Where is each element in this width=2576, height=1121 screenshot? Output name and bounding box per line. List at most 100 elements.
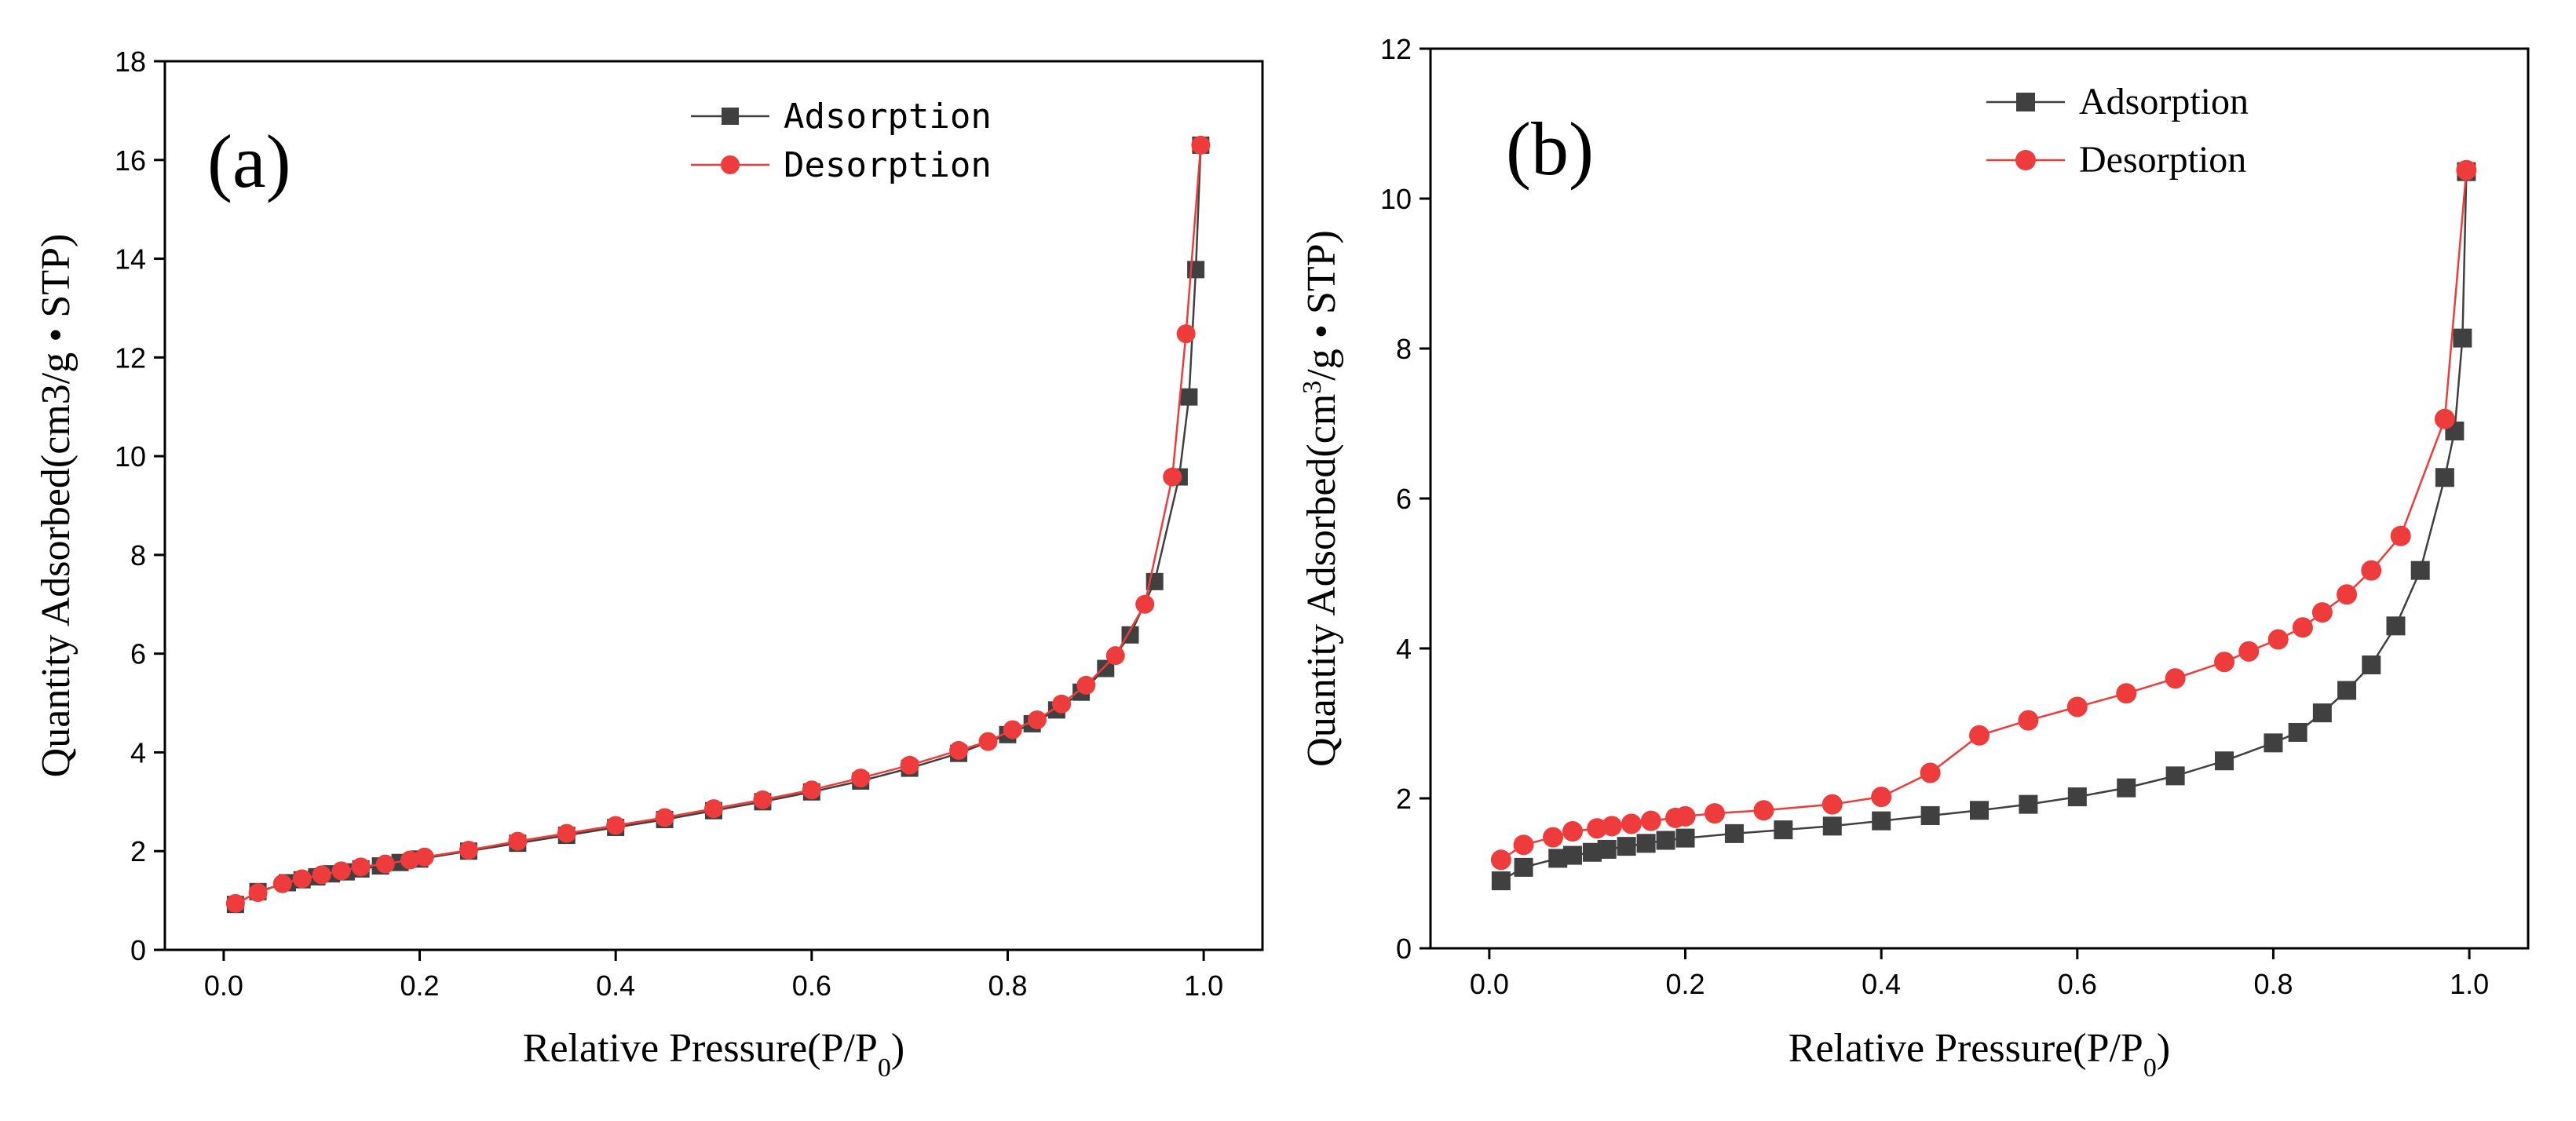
- legend-marker: [2015, 150, 2036, 170]
- data-point-desorption: [1753, 800, 1774, 821]
- y-tick-label: 16: [115, 144, 146, 177]
- data-point-desorption: [1821, 794, 1843, 815]
- legend-marker: [2016, 93, 2035, 111]
- y-tick-label: 12: [115, 341, 146, 374]
- data-point-desorption: [1562, 821, 1583, 842]
- data-point-adsorption: [1617, 837, 1636, 856]
- data-point-adsorption: [1491, 871, 1511, 891]
- data-point-desorption: [851, 769, 871, 788]
- y-tick-label: 0: [130, 934, 146, 966]
- legend-entry-adsorption: Adsorption: [1986, 81, 2249, 122]
- data-point-desorption: [2337, 584, 2358, 605]
- series-desorption: [225, 135, 1211, 913]
- data-point-desorption: [2292, 617, 2313, 638]
- data-point-desorption: [949, 740, 969, 760]
- y-tick-label: 4: [1396, 633, 1412, 665]
- legend-entry-adsorption: Adsorption: [691, 97, 992, 137]
- data-point-desorption: [415, 847, 434, 867]
- data-point-adsorption: [2410, 560, 2430, 580]
- data-point-desorption: [1135, 594, 1155, 614]
- y-tick-label: 2: [130, 835, 146, 867]
- data-point-desorption: [1027, 710, 1047, 729]
- data-point-adsorption: [2165, 766, 2185, 786]
- x-axis-title: Relative Pressure(P/P0): [1789, 1026, 2170, 1083]
- data-point-desorption: [1871, 787, 1892, 808]
- legend-marker: [722, 108, 739, 125]
- data-point-adsorption: [2067, 787, 2087, 807]
- data-point-desorption: [312, 865, 331, 885]
- data-point-adsorption: [2117, 778, 2136, 798]
- data-point-desorption: [2116, 683, 2137, 704]
- data-point-desorption: [1052, 694, 1072, 714]
- data-point-desorption: [704, 799, 723, 819]
- data-point-desorption: [1665, 807, 1686, 828]
- x-tick-label: 0.4: [596, 969, 635, 1002]
- data-point-desorption: [978, 732, 998, 751]
- data-point-adsorption: [2362, 655, 2381, 675]
- x-tick-label: 0.0: [204, 969, 243, 1002]
- data-point-desorption: [557, 823, 576, 843]
- y-tick-label: 10: [115, 440, 146, 473]
- data-point-adsorption: [2453, 328, 2472, 348]
- data-point-desorption: [1191, 135, 1211, 155]
- x-tick-label: 0.8: [2253, 968, 2293, 1000]
- data-point-adsorption: [2288, 722, 2307, 742]
- y-axis-title: Quantity Adsorbed(cm3/g • STP): [34, 234, 79, 778]
- legend-label: Desorption: [2079, 139, 2246, 181]
- data-point-desorption: [375, 854, 395, 874]
- data-point-desorption: [1513, 834, 1534, 856]
- x-tick-label: 1.0: [1184, 969, 1223, 1002]
- chart-panel-a: 0.0 0.2 0.4 0.6 0.8 1.0 0 2 4 6 8 10 12 14 16 18 (a) Rela…: [34, 46, 1264, 1083]
- series-desorption: [1490, 159, 2477, 871]
- data-point-desorption: [1163, 467, 1182, 487]
- data-point-desorption: [2165, 668, 2186, 689]
- x-tick-label: 0.6: [792, 969, 831, 1002]
- data-point-desorption: [1543, 827, 1564, 848]
- data-point-desorption: [1176, 324, 1196, 344]
- y-tick-label: 14: [115, 243, 146, 276]
- x-tick-label: 0.4: [1862, 968, 1901, 1000]
- data-point-desorption: [655, 808, 674, 827]
- data-point-desorption: [2390, 525, 2411, 546]
- data-point-adsorption: [1562, 845, 1582, 865]
- data-point-desorption: [1621, 813, 1642, 834]
- data-point-desorption: [1490, 849, 1511, 871]
- data-point-desorption: [459, 840, 478, 860]
- data-point-desorption: [1640, 810, 1661, 831]
- plot-frame: [163, 60, 1264, 951]
- x-tick-label: 0.6: [2058, 968, 2097, 1000]
- legend-label: Adsorption: [2079, 81, 2249, 122]
- data-point-adsorption: [2312, 703, 2332, 723]
- y-tick-label: 6: [130, 638, 146, 670]
- data-point-desorption: [1003, 720, 1022, 739]
- data-point-desorption: [248, 883, 268, 903]
- series-line-adsorption: [1500, 171, 2468, 882]
- data-point-adsorption: [1514, 857, 1533, 877]
- data-point-adsorption: [1822, 816, 1842, 836]
- legend-label: Adsorption: [784, 97, 992, 137]
- y-axis-title: Quantity Adsorbed(cm3/g • STP): [1298, 230, 1345, 767]
- data-point-desorption: [1076, 675, 1096, 695]
- y-tick-label: 2: [1396, 783, 1412, 815]
- data-point-desorption: [1704, 803, 1725, 824]
- data-point-desorption: [292, 869, 312, 889]
- x-tick-label: 1.0: [2450, 968, 2489, 1000]
- data-point-adsorption: [1872, 811, 1891, 831]
- data-point-adsorption: [2019, 794, 2038, 814]
- data-point-desorption: [606, 816, 626, 835]
- data-point-adsorption: [2337, 681, 2357, 700]
- data-point-adsorption: [1675, 828, 1695, 848]
- data-point-desorption: [2238, 641, 2260, 662]
- legend-entry-desorption: Desorption: [1986, 139, 2246, 181]
- data-point-desorption: [351, 857, 371, 877]
- data-point-adsorption: [1180, 388, 1198, 406]
- data-point-adsorption: [1097, 659, 1115, 677]
- data-point-adsorption: [2264, 733, 2283, 753]
- x-tick-label: 0.0: [1470, 968, 1509, 1000]
- data-point-desorption: [2267, 629, 2289, 650]
- data-point-desorption: [331, 861, 351, 881]
- data-point-desorption: [2018, 710, 2039, 731]
- data-point-adsorption: [1724, 823, 1744, 843]
- legend-entry-desorption: Desorption: [691, 145, 992, 185]
